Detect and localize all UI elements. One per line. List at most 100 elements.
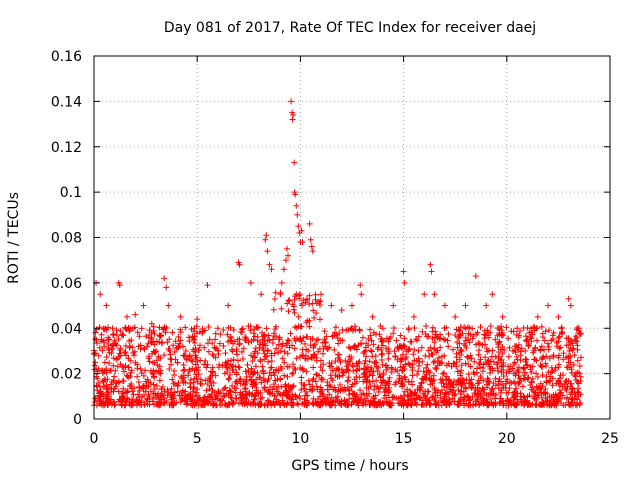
data-point — [222, 384, 229, 391]
data-point — [251, 333, 258, 340]
data-point — [538, 343, 545, 350]
data-point — [313, 354, 320, 361]
data-point — [439, 377, 446, 384]
data-point — [161, 394, 168, 401]
data-point — [256, 344, 263, 351]
data-point — [574, 357, 581, 364]
data-point — [423, 396, 430, 403]
data-point — [290, 306, 297, 313]
data-point — [160, 325, 167, 332]
data-point — [563, 354, 570, 361]
data-point — [226, 387, 233, 394]
data-point — [503, 389, 510, 396]
data-point — [545, 302, 552, 309]
data-point — [252, 393, 259, 400]
data-point — [285, 297, 292, 304]
data-point — [344, 385, 351, 392]
data-point — [415, 347, 422, 354]
data-point — [498, 369, 505, 376]
data-point — [515, 381, 522, 388]
data-point — [445, 360, 452, 367]
x-tick-label: 10 — [291, 431, 309, 447]
data-point — [462, 360, 469, 367]
data-point — [550, 353, 557, 360]
data-point — [241, 385, 248, 392]
y-tick-label: 0.12 — [51, 140, 82, 156]
data-point — [278, 279, 285, 286]
data-point — [328, 375, 335, 382]
data-point — [341, 396, 348, 403]
data-point — [156, 324, 163, 331]
data-point — [486, 369, 493, 376]
data-point — [131, 348, 138, 355]
data-point — [166, 347, 173, 354]
data-point — [300, 367, 307, 374]
data-point — [195, 364, 202, 371]
data-point — [278, 365, 285, 372]
data-point — [326, 391, 333, 398]
data-point — [307, 336, 314, 343]
data-point — [455, 376, 462, 383]
data-point — [217, 396, 224, 403]
data-point — [174, 388, 181, 395]
data-point — [453, 350, 460, 357]
data-point — [371, 382, 378, 389]
data-point — [151, 374, 158, 381]
data-point — [117, 327, 124, 334]
data-point — [320, 345, 327, 352]
data-point — [431, 385, 438, 392]
data-point — [177, 326, 184, 333]
data-point — [341, 384, 348, 391]
data-point — [288, 98, 295, 105]
data-point — [153, 368, 160, 375]
data-point — [225, 376, 232, 383]
data-point — [150, 381, 157, 388]
data-point — [329, 367, 336, 374]
data-point — [191, 339, 198, 346]
y-tick-label: 0.08 — [51, 231, 82, 247]
data-point — [567, 359, 574, 366]
data-point — [567, 345, 574, 352]
data-point — [429, 328, 436, 335]
data-point — [169, 329, 176, 336]
data-point — [182, 395, 189, 402]
data-point — [128, 380, 135, 387]
data-point — [443, 324, 450, 331]
data-point — [284, 350, 291, 357]
data-point — [276, 334, 283, 341]
data-point — [563, 364, 570, 371]
data-point — [513, 385, 520, 392]
data-point — [577, 330, 584, 337]
data-point — [274, 388, 281, 395]
x-tick-label: 20 — [498, 431, 516, 447]
x-tick-label: 25 — [601, 431, 619, 447]
data-point — [249, 358, 256, 365]
data-point — [474, 384, 481, 391]
data-point — [117, 346, 124, 353]
chart-title: Day 081 of 2017, Rate Of TEC Index for r… — [164, 20, 536, 36]
data-point — [305, 377, 312, 384]
data-point — [306, 301, 313, 308]
data-point — [223, 360, 230, 367]
data-point — [122, 349, 129, 356]
data-point — [574, 378, 581, 385]
data-point — [171, 348, 178, 355]
data-point — [120, 368, 127, 375]
data-point — [401, 373, 408, 380]
data-point — [473, 341, 480, 348]
data-point — [310, 307, 317, 314]
data-point — [445, 377, 452, 384]
data-point — [548, 337, 555, 344]
data-point — [419, 375, 426, 382]
data-point — [548, 398, 555, 405]
data-point — [147, 388, 154, 395]
data-point — [201, 361, 208, 368]
data-point — [123, 398, 130, 405]
data-point — [287, 330, 294, 337]
data-point — [138, 370, 145, 377]
data-point — [263, 352, 270, 359]
data-point — [562, 378, 569, 385]
data-point — [521, 396, 528, 403]
data-point — [339, 372, 346, 379]
data-point — [119, 377, 126, 384]
